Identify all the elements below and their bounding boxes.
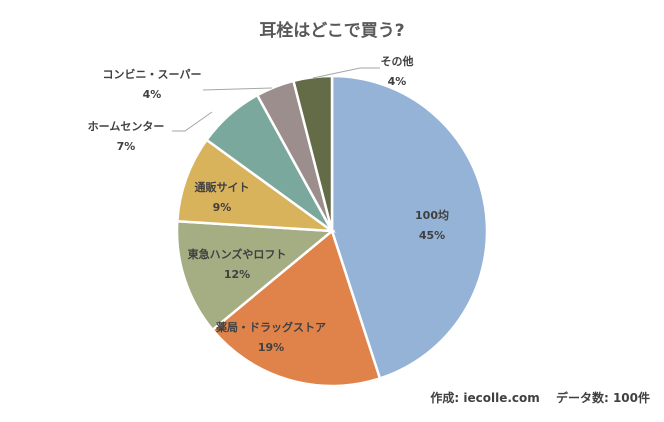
- percent-label: 4%: [387, 75, 407, 88]
- data-label: 通販サイト 9%: [195, 178, 250, 218]
- pie-slice: [210, 228, 382, 388]
- chart-title: 耳栓はどこで買う?: [259, 21, 405, 41]
- data-label: その他 4%: [381, 52, 414, 92]
- pie-slice: [330, 74, 489, 380]
- percent-label: 9%: [212, 201, 232, 214]
- percent-label: 12%: [223, 268, 251, 281]
- leader-line: [202, 87, 273, 91]
- category-label: 東急ハンズやロフト: [187, 248, 287, 261]
- category-label: コンビニ・スーパー: [102, 68, 202, 81]
- data-label: ホームセンター 7%: [88, 117, 165, 157]
- percent-label: 7%: [116, 140, 136, 153]
- percent-label: 19%: [257, 341, 285, 354]
- data-label: コンビニ・スーパー 4%: [103, 65, 202, 105]
- percent-label: 45%: [418, 229, 446, 242]
- pie-slice: [291, 74, 334, 232]
- data-label: 薬局・ドラッグストア 19%: [216, 318, 326, 358]
- pie-slice: [175, 219, 336, 332]
- leader-line: [172, 111, 213, 132]
- leader-line: [312, 67, 380, 79]
- data-label: 東急ハンズやロフト 12%: [188, 245, 287, 285]
- source-note: 作成: iecolle.com データ数: 100件: [430, 391, 650, 405]
- category-label: 薬局・ドラッグストア: [216, 321, 326, 334]
- category-label: 通販サイト: [194, 181, 250, 194]
- pie-slice: [175, 138, 337, 233]
- category-label: ホームセンター: [87, 120, 165, 133]
- percent-label: 4%: [142, 88, 162, 101]
- category-label: その他: [380, 55, 414, 68]
- category-label: 100均: [415, 209, 449, 222]
- data-label: 100均 45%: [415, 206, 449, 246]
